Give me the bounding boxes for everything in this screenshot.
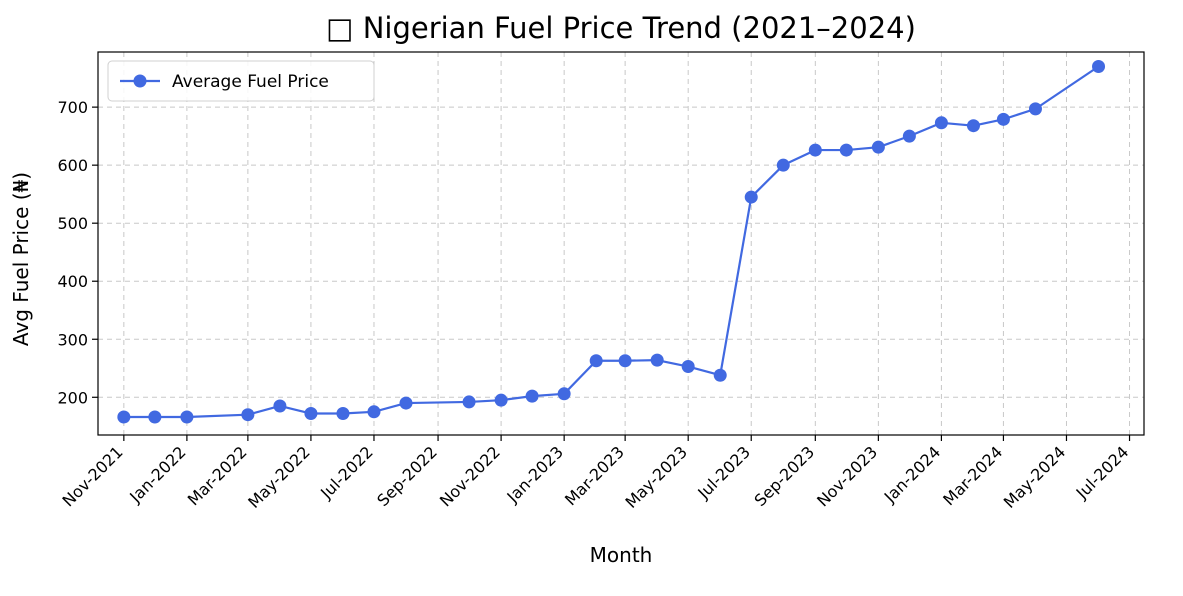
x-tick-label: May-2022 <box>244 442 314 512</box>
data-point <box>117 410 131 424</box>
data-point <box>871 140 885 154</box>
data-point <box>589 354 603 368</box>
x-tick-label: Nov-2023 <box>813 442 881 510</box>
x-tick-label: Jul-2024 <box>1072 442 1133 503</box>
data-point <box>336 407 350 421</box>
legend-marker <box>133 74 147 88</box>
legend-box <box>107 60 375 102</box>
data-point <box>304 407 318 421</box>
data-point <box>148 410 162 424</box>
x-tick-label: Jul-2023 <box>693 442 754 503</box>
y-tick-label: 300 <box>57 330 88 349</box>
data-point <box>650 353 664 367</box>
y-tick-label: 200 <box>57 388 88 407</box>
data-point <box>462 395 476 409</box>
data-point <box>681 360 695 374</box>
x-tick-label: Mar-2022 <box>184 442 251 509</box>
data-point <box>839 143 853 157</box>
data-point <box>776 158 790 172</box>
series-line <box>123 65 1100 419</box>
data-point <box>367 405 381 419</box>
x-tick-label: May-2023 <box>622 442 692 512</box>
x-axis-label: Month <box>590 543 653 567</box>
data-point <box>934 116 948 130</box>
x-tick-label: May-2024 <box>1000 442 1070 512</box>
data-point <box>494 393 508 407</box>
x-tick-label: Jan-2022 <box>125 442 189 506</box>
data-point <box>273 399 287 413</box>
data-point <box>744 190 758 204</box>
legend: Average Fuel Price <box>107 60 375 102</box>
x-tick-label: Sep-2023 <box>751 442 819 510</box>
data-point <box>808 143 822 157</box>
data-point <box>399 396 413 410</box>
series <box>117 60 1106 424</box>
x-tick-label: Nov-2021 <box>59 442 127 510</box>
data-point <box>1028 102 1042 116</box>
y-tick-label: 400 <box>57 272 88 291</box>
data-point <box>618 354 632 368</box>
chart-title: □ Nigerian Fuel Price Trend (2021–2024) <box>326 11 916 45</box>
data-point <box>996 112 1010 126</box>
x-tick-label: Mar-2024 <box>939 442 1006 509</box>
y-tick-label: 700 <box>57 98 88 117</box>
data-point <box>525 389 539 403</box>
data-point <box>902 129 916 143</box>
x-tick-label: Sep-2022 <box>373 442 441 510</box>
x-tick-label: Mar-2023 <box>561 442 628 509</box>
data-point <box>241 408 255 422</box>
y-tick-label: 500 <box>57 214 88 233</box>
x-tick-label: Jan-2023 <box>503 442 567 506</box>
data-point <box>557 387 571 401</box>
y-tick-label: 600 <box>57 156 88 175</box>
data-point <box>1092 60 1106 74</box>
data-point <box>966 119 980 133</box>
x-tick-label: Nov-2022 <box>436 442 504 510</box>
grid <box>98 52 1144 435</box>
data-point <box>180 410 194 424</box>
plot-frame <box>97 51 1145 436</box>
x-tick-label: Jan-2024 <box>880 442 944 506</box>
data-point <box>713 368 727 382</box>
legend-label: Average Fuel Price <box>172 72 329 92</box>
x-tick-label: Jul-2022 <box>316 442 377 503</box>
y-axis-label: Avg Fuel Price (₦) <box>9 172 33 346</box>
